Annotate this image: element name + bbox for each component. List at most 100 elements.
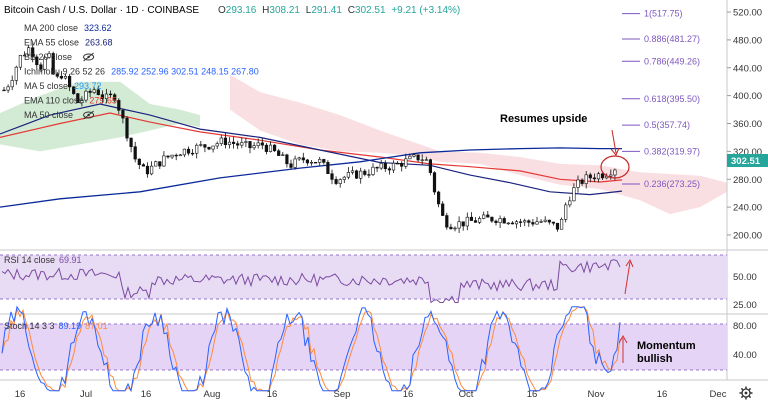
annotation-bullish: bullish (637, 353, 673, 365)
stoch-legend: Stoch 14 3 3 89.19 87.01 (4, 321, 108, 331)
rsi-tick-50: 50.00 (733, 272, 757, 283)
time-tick: 16 (141, 389, 152, 400)
candle-body (367, 174, 371, 176)
candle-body (162, 155, 166, 167)
rsi-tick-25: 25.00 (733, 300, 757, 311)
time-axis[interactable]: 16 Jul 16 Aug 16 Sep 16 Oct 16 Nov 16 Dec (15, 389, 727, 400)
candle-body (371, 166, 375, 175)
candle-body (84, 90, 88, 101)
candle-body (55, 73, 59, 77)
ma-200-line (0, 147, 622, 208)
time-tick: 16 (15, 389, 26, 400)
time-tick: Jul (80, 389, 92, 400)
candle-body (219, 137, 223, 144)
stoch-d-value: 87.01 (85, 321, 108, 331)
rsi-arrow (624, 261, 631, 295)
price-circle-annotation (600, 155, 630, 179)
candle-body (6, 86, 10, 91)
annotation-resumes-upside: Resumes upside (500, 113, 587, 125)
stoch-label: Stoch 14 3 3 (4, 321, 55, 331)
candle-body (490, 216, 494, 222)
last-price-tag (727, 154, 768, 167)
candle-body (227, 141, 232, 146)
indicator-legend-item: EMA 55 close 263.68 (24, 38, 113, 48)
candle-body (510, 222, 515, 225)
candle-body (613, 169, 617, 176)
fib-levels: 1(517.75) 0.886(481.27) 0.786(449.26) 0.618… (622, 9, 700, 189)
stoch-k-value: 89.19 (59, 321, 82, 331)
candle-body (129, 137, 133, 147)
candle-body (133, 146, 137, 160)
candle-body (359, 170, 363, 179)
candle-body (588, 174, 592, 179)
price-tick: 360.00 (733, 119, 762, 130)
gear-icon[interactable] (739, 386, 753, 400)
stoch-tick-80: 80.00 (733, 321, 757, 332)
time-tick: 16 (657, 389, 668, 400)
candle-body (559, 219, 564, 230)
price-axis[interactable]: 520.00 480.00 440.00 400.00 360.00 320.00 280.… (727, 8, 762, 242)
candle-body (43, 57, 47, 70)
price-tick: 280.00 (733, 175, 762, 186)
last-price-value: 302.51 (731, 156, 761, 167)
candle-body (14, 66, 18, 81)
indicator-legend: MA 200 close 323.62 EMA 55 close 263.68 BB 2… (24, 23, 259, 120)
candle-body (326, 162, 330, 175)
candle-body (350, 170, 355, 173)
candle-body (596, 173, 601, 180)
candle-body (195, 144, 199, 154)
candle-body (572, 187, 576, 202)
ohlc-high: 308.21 (269, 5, 300, 16)
stoch-arrow-head (618, 334, 628, 344)
candle-body (584, 174, 588, 184)
eye-hidden-icon[interactable] (83, 110, 95, 120)
rsi-value: 69.91 (59, 255, 82, 265)
candle-body (482, 214, 486, 219)
candle-body (404, 158, 408, 167)
price-tick: 440.00 (733, 63, 762, 74)
candle-body (96, 89, 100, 95)
upside-arrow-head (610, 147, 620, 156)
moving-averages (0, 103, 623, 208)
eye-hidden-icon[interactable] (83, 52, 95, 62)
candle-body (531, 222, 535, 225)
candle-body (395, 162, 400, 165)
candle-body (125, 117, 129, 139)
candle-body (26, 47, 31, 56)
candle-body (150, 165, 154, 175)
indicator-legend-item: MA 200 close 323.62 (24, 23, 112, 33)
candle-body (215, 143, 219, 147)
stoch-band (0, 324, 727, 370)
candle-body (117, 100, 121, 111)
candle-body (502, 218, 506, 224)
candle-body (207, 146, 211, 150)
candle-body (141, 164, 146, 167)
candle-body (498, 218, 502, 223)
candle-body (416, 154, 420, 161)
candle-body (113, 94, 117, 101)
candle-body (387, 168, 392, 171)
candle-body (35, 56, 39, 66)
candle-body (420, 159, 424, 161)
candle-body (256, 142, 260, 147)
candle-body (166, 155, 170, 158)
candle-body (174, 154, 178, 157)
candle-body (236, 143, 240, 146)
candle-body (453, 227, 457, 230)
candle-body (580, 179, 584, 184)
candle-body (551, 221, 555, 224)
candle-body (145, 165, 150, 175)
candle-body (609, 174, 613, 177)
candle-body (199, 144, 203, 146)
fib-label: 0.886(481.27) (644, 34, 700, 44)
fib-label: 1(517.75) (644, 9, 683, 19)
time-tick: Sep (334, 389, 351, 400)
candle-body (277, 150, 281, 156)
candle-body (424, 159, 428, 161)
price-tick: 400.00 (733, 91, 762, 102)
legend: Bitcoin Cash / U.S. Dollar · 1D · COINBA… (4, 5, 460, 331)
candle-body (338, 179, 342, 184)
candle-body (457, 221, 461, 229)
ohlc-open: 293.16 (226, 5, 257, 16)
ohlc-change: +9.21 (+3.14%) (391, 5, 460, 16)
